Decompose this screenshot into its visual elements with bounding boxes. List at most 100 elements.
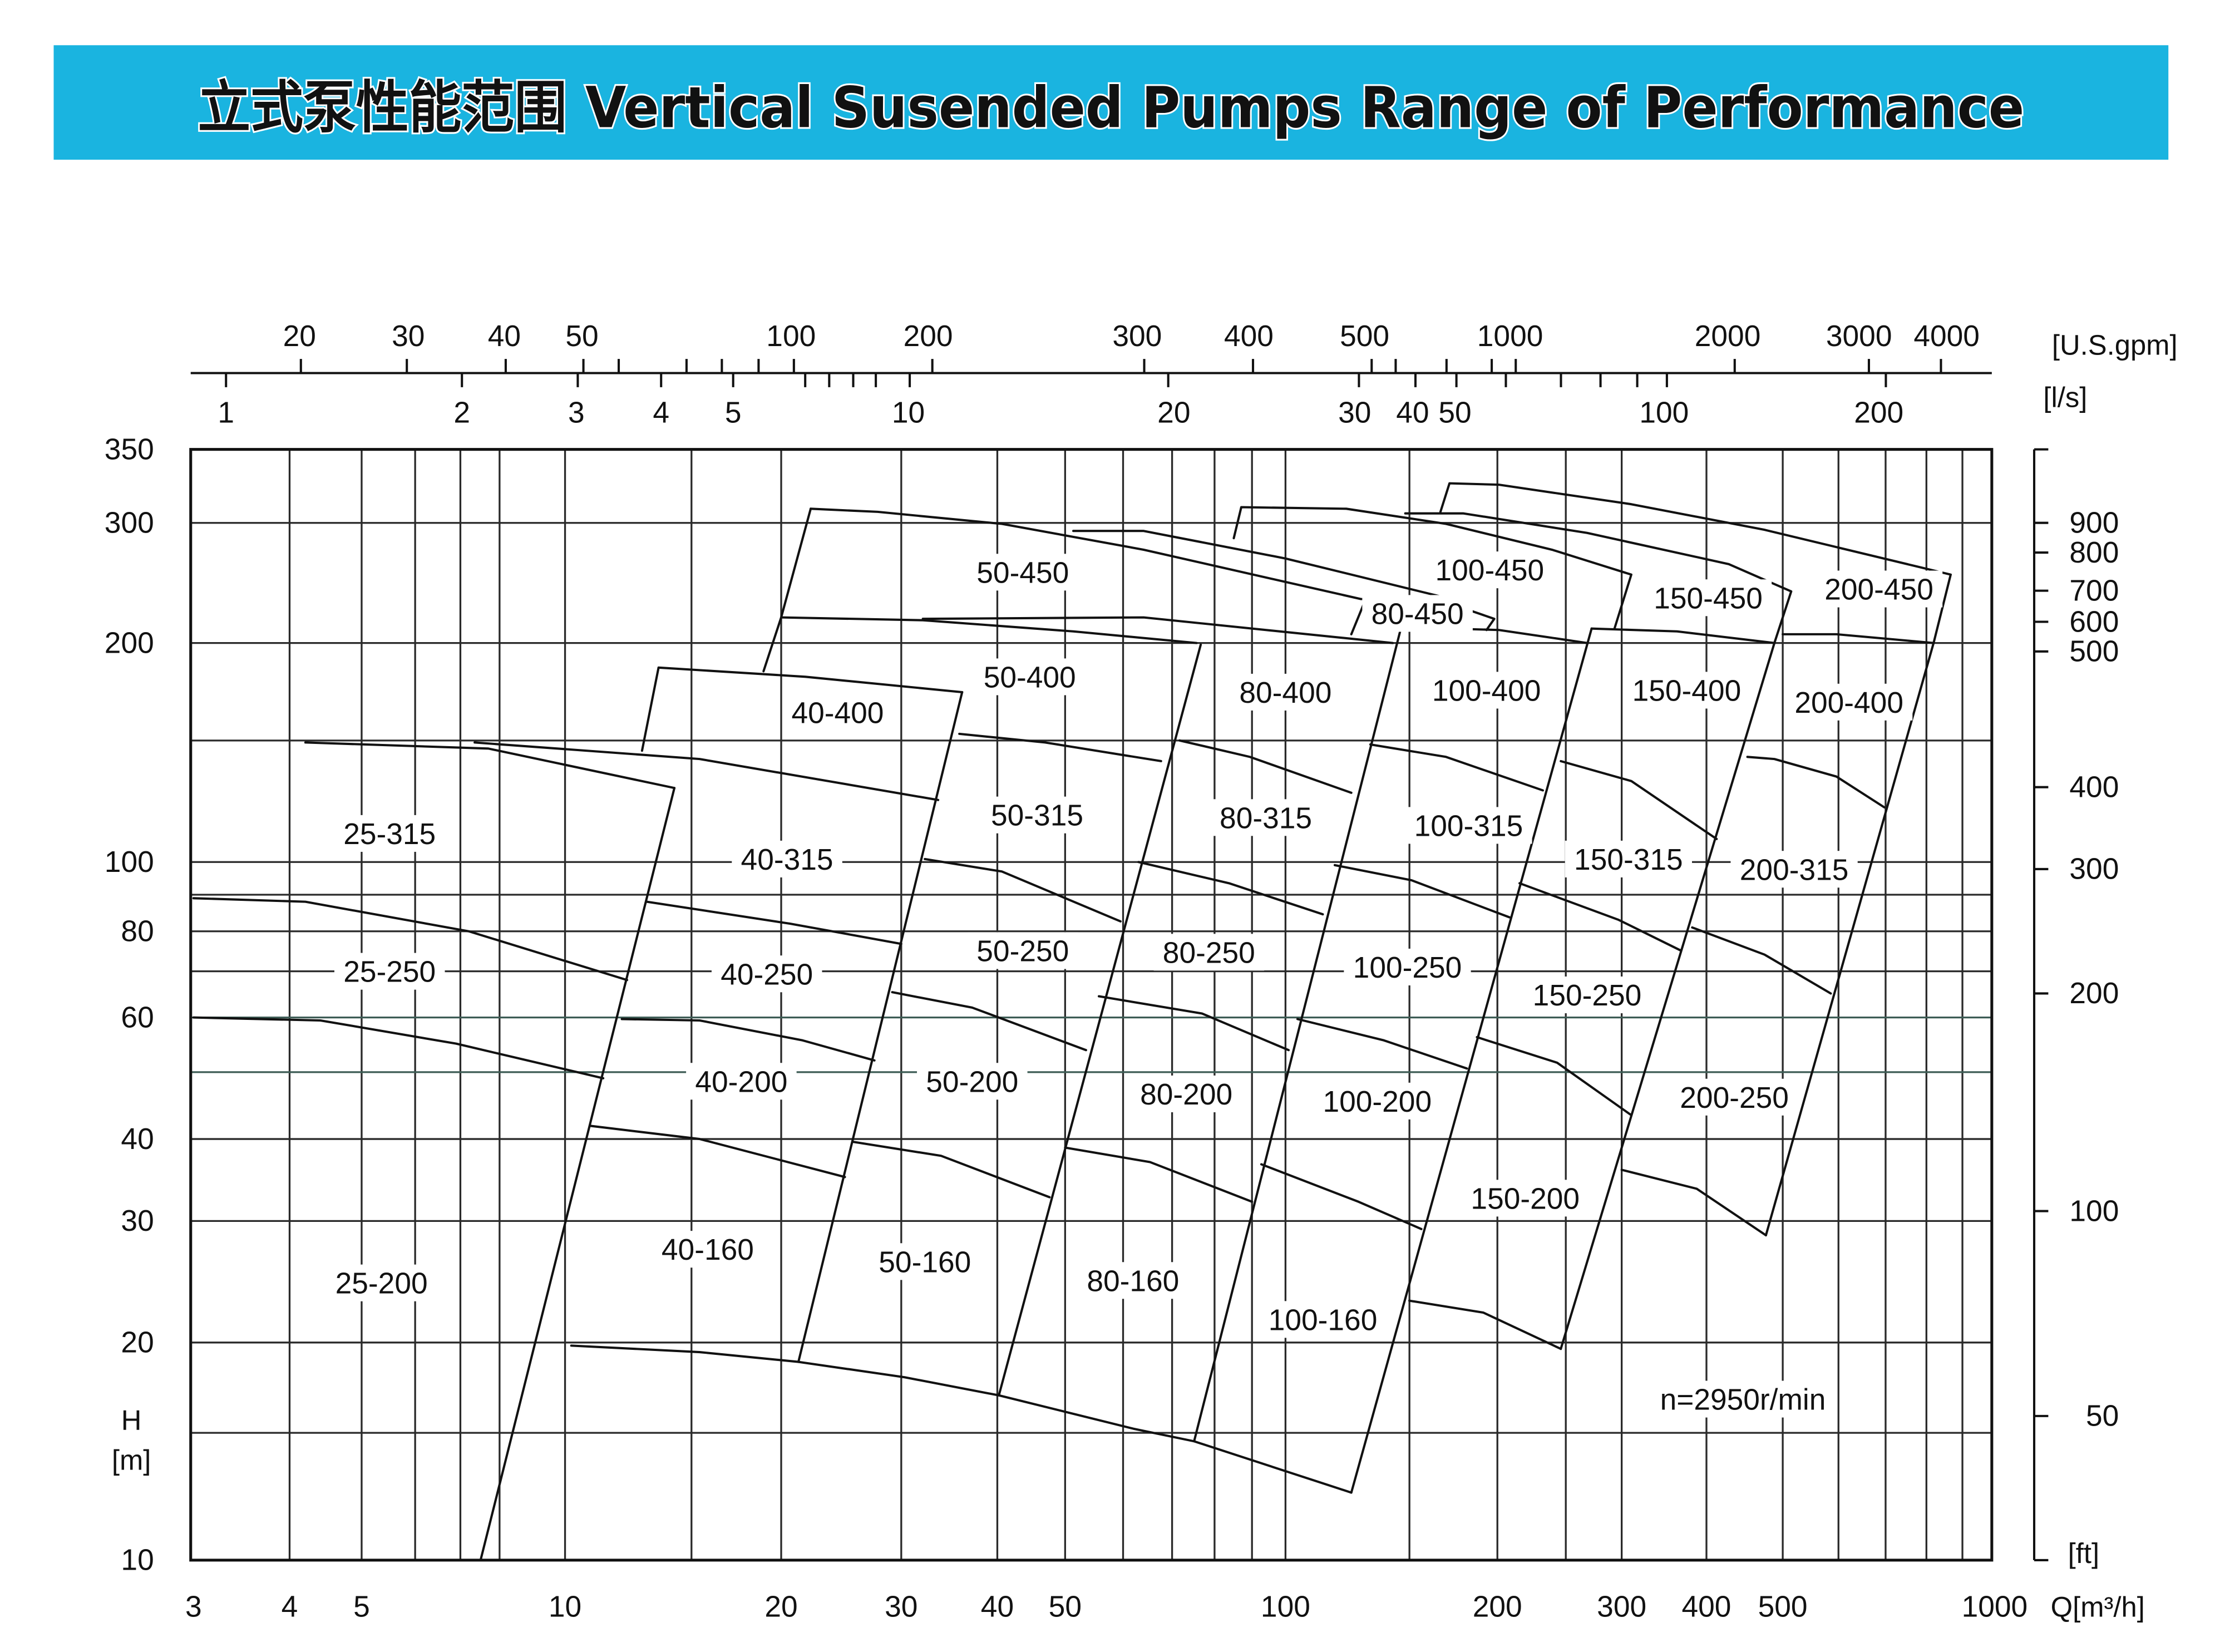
pump-range-boundary-line xyxy=(1408,1299,1562,1350)
pump-range-boundary-line xyxy=(192,897,629,982)
pump-range-boundary-line xyxy=(473,741,940,801)
label-background xyxy=(1426,551,1553,589)
pump-model-label-text: 150-200 xyxy=(1471,1182,1580,1215)
pump-model-label-text: 200-315 xyxy=(1740,854,1849,886)
pump-model-label-text: 50-450 xyxy=(976,556,1069,589)
pump-range-boundary-line xyxy=(620,1018,876,1062)
pump-model-label: 40-250 xyxy=(711,955,822,993)
pump-range-boundary-line xyxy=(1691,926,1832,995)
title-bar: 立式泵性能范围 Vertical Susended Pumps Range of… xyxy=(53,45,2169,160)
pump-range-boundary-line xyxy=(958,732,1162,762)
pump-model-label-text: 200-450 xyxy=(1824,574,1933,606)
pump-model-label-text: 50-250 xyxy=(976,935,1069,968)
pump-range-boundary-line xyxy=(1369,743,1545,792)
pump-model-label: 40-200 xyxy=(686,1063,797,1100)
ls-unit-label: [l/s] xyxy=(2043,381,2087,413)
label-background xyxy=(732,840,842,877)
axes: 3 4 5 10 20 30 40 50 100 200 300 400 500 100035030020… xyxy=(105,320,2178,1623)
pump-model-label: 80-315 xyxy=(1210,799,1321,836)
pump-model-label: 80-250 xyxy=(1153,934,1265,971)
ft-tick-label: 50 xyxy=(2086,1400,2119,1433)
pump-model-label-text: 100-315 xyxy=(1414,810,1523,842)
gpm-tick-label: 50 xyxy=(565,320,598,353)
label-background xyxy=(1623,672,1750,709)
label-background xyxy=(1259,1301,1387,1338)
y-tick-label: 80 xyxy=(121,915,154,948)
pump-model-label: 40-315 xyxy=(732,840,842,877)
pump-model-label: 50-160 xyxy=(870,1243,980,1280)
x-tick-label: 20 xyxy=(764,1590,797,1623)
label-background xyxy=(968,932,1078,969)
pump-model-label-text: 80-250 xyxy=(1163,936,1255,969)
label-background xyxy=(1815,570,1943,608)
ft-tick-label: 300 xyxy=(2069,853,2119,886)
label-background xyxy=(917,1063,1028,1100)
label-background xyxy=(711,955,822,993)
pump-model-label-text: 100-450 xyxy=(1435,554,1545,587)
pump-range-boundary-line xyxy=(924,857,1122,923)
label-background xyxy=(870,1243,980,1280)
x-tick-label: 200 xyxy=(1473,1590,1522,1623)
pump-range-boundary-line xyxy=(1782,633,1935,644)
pump-model-label-text: 150-250 xyxy=(1533,979,1642,1012)
label-background xyxy=(782,694,893,731)
pump-range-boundary-line xyxy=(1333,864,1511,919)
pump-range-boundary-line xyxy=(1560,760,1718,840)
y-tick-label: 60 xyxy=(121,1001,154,1034)
pump-range-boundary-line xyxy=(1260,1163,1423,1230)
pump-range-boundary-line xyxy=(1232,506,1632,630)
pump-model-label-text: 80-160 xyxy=(1087,1265,1179,1298)
y-tick-label: 100 xyxy=(105,846,154,879)
pump-range-boundary-line xyxy=(1590,627,1776,644)
label-background xyxy=(1078,1262,1188,1299)
label-background xyxy=(326,1264,437,1301)
pump-range-boundary-line xyxy=(810,507,1367,635)
pump-model-label-text: 50-200 xyxy=(926,1066,1018,1098)
ft-tick-label: 600 xyxy=(2069,605,2119,638)
x-tick-label: 50 xyxy=(1049,1590,1082,1623)
pump-model-label-text: 100-160 xyxy=(1269,1304,1378,1337)
pump-model-label-text: 100-250 xyxy=(1353,951,1462,984)
gpm-tick-label: 4000 xyxy=(1913,320,1980,353)
label-background xyxy=(1650,1380,1836,1418)
y-tick-label: 300 xyxy=(105,506,154,539)
chart-title: 立式泵性能范围 Vertical Susended Pumps Range of… xyxy=(198,75,2024,141)
pump-model-label-text: 40-250 xyxy=(721,958,813,991)
pump-range-boundary-line xyxy=(570,1344,1353,1494)
y-tick-label: 30 xyxy=(121,1205,154,1237)
pump-model-label-text: 150-400 xyxy=(1632,674,1742,707)
pump-model-label-text: 25-200 xyxy=(336,1268,428,1300)
gpm-tick-label: 1000 xyxy=(1477,320,1543,353)
label-background xyxy=(1362,595,1473,632)
pump-model-label: 50-450 xyxy=(968,554,1078,591)
pump-model-label-text: 40-315 xyxy=(741,844,833,876)
x-tick-label: 40 xyxy=(981,1590,1014,1623)
pump-model-label-text: 25-250 xyxy=(343,956,436,989)
gpm-tick-label: 3000 xyxy=(1826,320,1892,353)
pump-range-boundary-line xyxy=(998,643,1202,1397)
grid xyxy=(190,449,1992,1560)
pump-range-boundary-line xyxy=(1064,1146,1254,1203)
pump-model-label: 100-450 xyxy=(1426,551,1553,589)
speed-note-text: n=2950r/min xyxy=(1660,1384,1826,1417)
label-background xyxy=(334,953,445,990)
pump-range-boundary-line xyxy=(1764,642,1935,1237)
x-tick-label: 30 xyxy=(885,1590,917,1623)
pump-model-label: 150-200 xyxy=(1462,1180,1589,1217)
label-background xyxy=(1344,948,1471,986)
pump-model-label: 40-400 xyxy=(782,694,893,731)
ls-tick-label: 40 xyxy=(1396,396,1429,429)
pump-range-boundary-line xyxy=(1193,626,1403,1443)
gpm-tick-label: 300 xyxy=(1112,320,1162,353)
pump-range-boundary-line xyxy=(479,787,676,1561)
ft-unit-label: [ft] xyxy=(2068,1537,2099,1569)
pump-model-label-text: 80-200 xyxy=(1140,1078,1232,1111)
pump-range-boundary-line xyxy=(1178,739,1353,794)
pump-range-boundary-line xyxy=(780,616,1198,644)
label-background xyxy=(652,1231,763,1268)
pump-range-boundary-line xyxy=(1476,1035,1632,1116)
label-background xyxy=(968,554,1078,591)
pump-model-label-text: 100-200 xyxy=(1323,1086,1432,1118)
x-axis-label: Q[m³/h] xyxy=(2051,1591,2145,1623)
pump-model-label: 200-450 xyxy=(1815,570,1943,608)
